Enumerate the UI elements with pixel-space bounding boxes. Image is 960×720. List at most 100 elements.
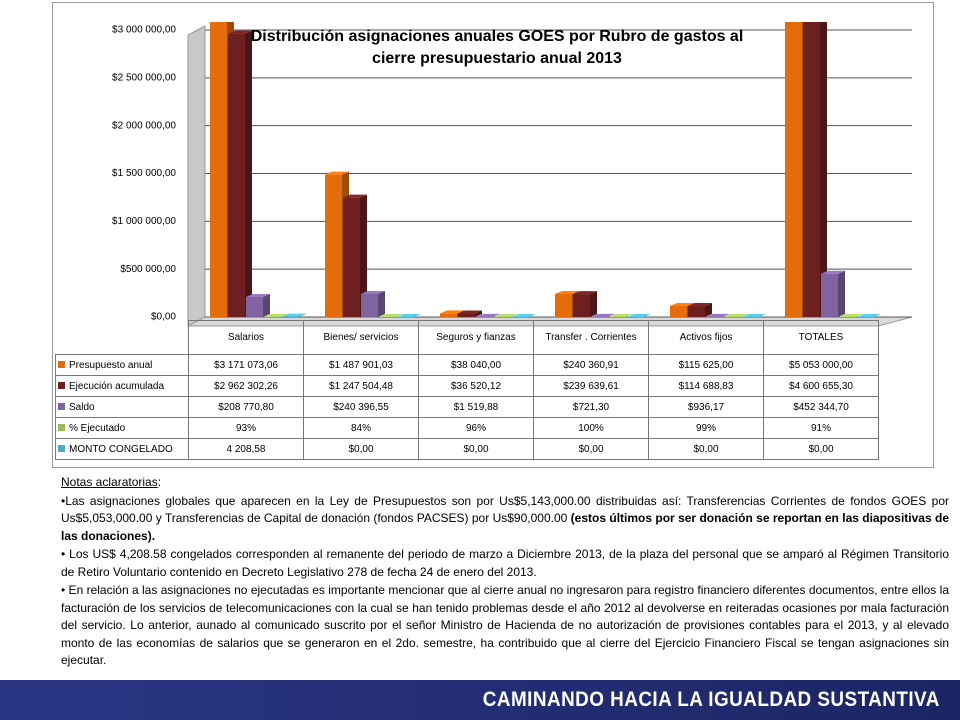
bar (839, 313, 863, 317)
data-label: 91% (763, 417, 879, 439)
note-text: • Los US$ 4,208.58 congelados correspond… (61, 547, 949, 579)
data-label: $452 344,70 (763, 396, 879, 418)
bar-side (475, 310, 482, 317)
legend-entry: Ejecución acumulada (55, 375, 189, 397)
bar-front (361, 294, 378, 317)
notes: Notas aclaratorias: •Las asignaciones glo… (61, 474, 949, 671)
chart-title: Distribución asignaciones anuales GOES p… (250, 28, 744, 67)
bar-top (724, 313, 748, 317)
bar (609, 313, 633, 317)
bar-side (626, 313, 633, 317)
note-text: • En relación a las asignaciones no ejec… (61, 583, 949, 667)
bar-front (573, 294, 590, 317)
data-label: 84% (303, 417, 419, 439)
bar-front (343, 197, 360, 317)
bar (264, 313, 288, 317)
bar (397, 314, 421, 317)
back-wall (187, 25, 206, 327)
bar (688, 303, 712, 317)
legend-key (58, 382, 65, 390)
bar-side (856, 313, 863, 317)
legend-key (58, 403, 65, 411)
legend-label: Presupuesto anual (69, 359, 153, 371)
y-tick-label: $2 500 000,00 (112, 72, 176, 83)
bar (512, 314, 536, 317)
bar-top (591, 313, 615, 317)
legend-entry: MONTO CONGELADO (55, 438, 189, 460)
bar (282, 313, 306, 317)
bar-top (397, 314, 421, 317)
data-label: $1 487 901,03 (303, 354, 419, 376)
bars (210, 11, 881, 318)
data-label: $115 625,00 (648, 354, 764, 376)
data-label: $1 519,88 (418, 396, 534, 418)
y-tick-label: $3 000 000,00 (112, 25, 176, 36)
bar (246, 294, 270, 317)
bar-front (458, 313, 475, 317)
data-label: $2 962 302,26 (188, 375, 304, 397)
note-item: • En relación a las asignaciones no ejec… (61, 582, 949, 670)
note-bold: (estos últimos por ser donación se repor… (61, 511, 949, 543)
bar-front (555, 294, 572, 317)
bar (591, 313, 615, 317)
legend-label: MONTO CONGELADO (69, 443, 173, 455)
bar-front (688, 306, 705, 317)
x-tick-label: Bienes/ servicios (303, 320, 419, 355)
series-row: Saldo $208 770,80 $240 396,55 $1 519,88 $721… (55, 396, 879, 418)
bar-top (343, 194, 367, 198)
bar-top (839, 313, 863, 317)
data-label: $1 247 504,48 (303, 375, 419, 397)
note-text: •Las asignaciones globales que aparecen … (61, 493, 949, 526)
y-tick-label: $2 000 000,00 (112, 120, 176, 131)
bar-top (706, 313, 730, 317)
data-label: 100% (533, 417, 649, 439)
bar-front (210, 22, 227, 318)
bar-top (228, 30, 252, 34)
y-tick-label: $500 000,00 (120, 264, 176, 275)
data-label: $239 639,61 (533, 375, 649, 397)
bar-side (820, 22, 827, 317)
legend-label: Saldo (69, 401, 95, 413)
bar-top (609, 313, 633, 317)
series-row: Ejecución acumulada $2 962 302,26 $1 247 5… (55, 375, 879, 397)
data-label: 99% (648, 417, 764, 439)
bar-side (493, 313, 500, 317)
notes-heading-line: Notas aclaratorias: (61, 475, 162, 489)
bar-side (299, 313, 306, 317)
legend-entry: Saldo (55, 396, 189, 418)
category-row: Salarios Bienes/ servicios Seguros y fianz… (56, 320, 879, 355)
legend-label: % Ejecutado (69, 422, 126, 434)
data-label: $721,30 (533, 396, 649, 418)
y-tick-label: $0,00 (151, 312, 176, 323)
bar-top (210, 11, 234, 14)
x-tick-label: Transfer . Corrientes (533, 320, 649, 355)
bar (821, 270, 845, 317)
bar-front (785, 22, 802, 318)
bar (361, 291, 385, 317)
bar-side (608, 313, 615, 317)
bar (458, 310, 482, 317)
bar (343, 194, 367, 317)
series-row: MONTO CONGELADO 4 208,58 $0,00 $0,00 $0,00 $0… (55, 438, 879, 460)
data-table: Salarios Bienes/ servicios Seguros y fianz… (55, 320, 879, 460)
data-label: $114 688,83 (648, 375, 764, 397)
bar-top (742, 314, 766, 317)
bar-top (476, 313, 500, 317)
bar-top (361, 291, 385, 295)
bar (494, 313, 518, 317)
bar-top (821, 270, 845, 274)
notes-heading: Notas aclaratorias (61, 475, 158, 489)
bar-front (325, 174, 342, 317)
data-label: $0,00 (763, 438, 879, 460)
y-tick-label: $1 000 000,00 (112, 216, 176, 227)
bar-side (723, 313, 730, 317)
data-label: $0,00 (533, 438, 649, 460)
bar (573, 291, 597, 317)
data-label: $4 600 655,30 (763, 375, 879, 397)
legend-entry: % Ejecutado (55, 417, 189, 439)
bar-top (246, 294, 270, 298)
bar-side (511, 313, 518, 317)
data-label: $936,17 (648, 396, 764, 418)
bar (476, 313, 500, 317)
